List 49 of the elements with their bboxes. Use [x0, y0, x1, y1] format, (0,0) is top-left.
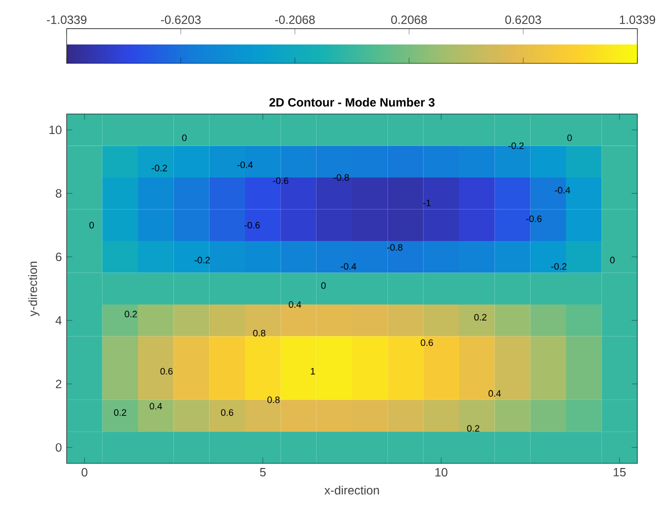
annotation: 0.6: [420, 339, 433, 346]
y-tick-label: 8: [56, 189, 62, 198]
annotation: -0.4: [237, 162, 253, 168]
annotation: 0.2: [124, 310, 137, 318]
annotation: -0.8: [387, 244, 402, 251]
color-bar-label: -0.6203: [161, 15, 201, 24]
y-tick-label: 2: [56, 380, 62, 388]
x-axis-title: x-direction: [324, 486, 379, 495]
x-tick-label: 15: [614, 468, 626, 476]
annotation: 0.2: [467, 425, 480, 432]
annotation: -0.6: [244, 222, 260, 228]
color-bar-label: 0.2068: [391, 15, 427, 24]
x-tick-label: 10: [435, 468, 448, 477]
annotation: 0.4: [150, 402, 162, 410]
annotation: -0.4: [340, 263, 356, 270]
annotation: -0.2: [551, 263, 566, 270]
annotation: 0: [89, 222, 94, 228]
color-bar-label: -1.0339: [46, 15, 86, 24]
annotation: 0.4: [488, 390, 501, 397]
annotation: -1: [423, 200, 431, 206]
annotation: 0.6: [221, 409, 234, 416]
annotation: 0: [182, 134, 187, 142]
y-tick-label: 6: [56, 252, 62, 262]
color-bar-label: 1.0339: [620, 15, 656, 24]
annotation: 0.6: [160, 368, 173, 375]
annotation: -0.2: [508, 142, 524, 150]
y-axis-title: y-direction: [28, 262, 40, 316]
y-tick-label: 4: [56, 316, 62, 325]
annotation: -0.6: [273, 177, 288, 184]
annotation: 0.8: [267, 396, 280, 404]
annotation: 0.2: [114, 409, 126, 416]
annotation: 1: [310, 368, 315, 374]
annotation: -0.2: [152, 164, 167, 172]
chart-title: 2D Contour - Mode Number 3: [269, 98, 435, 107]
annotation: 0.8: [253, 330, 266, 336]
annotation: 0.2: [474, 314, 486, 321]
annotation: -0.8: [334, 174, 349, 181]
y-tick-label: 10: [50, 126, 62, 134]
annotation: 0: [567, 134, 572, 142]
color-bar-label: -0.2068: [275, 15, 315, 24]
x-tick-label: 0: [82, 468, 88, 477]
annotation: 0: [610, 256, 615, 264]
color-bar-label: 0.6203: [505, 15, 542, 24]
x-tick-label: 5: [260, 468, 266, 476]
y-tick-label: 0: [56, 443, 62, 452]
annotation: -0.4: [554, 186, 570, 194]
annotation: -0.2: [194, 256, 210, 264]
annotation: -0.6: [526, 216, 542, 222]
annotation: 0: [321, 282, 326, 289]
